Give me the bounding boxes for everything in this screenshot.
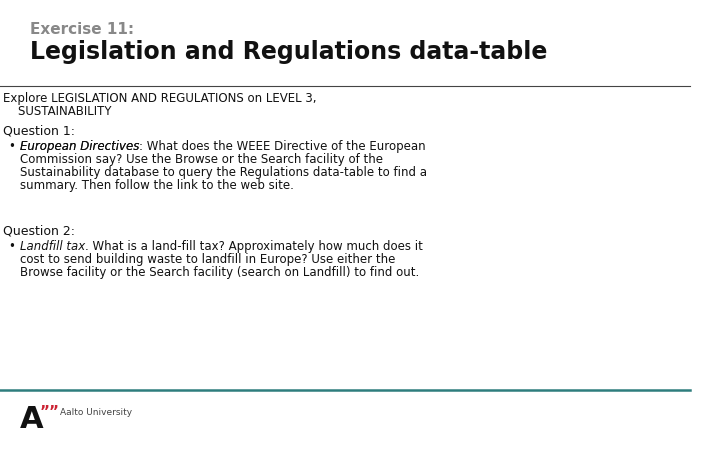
Text: Legislation and Regulations data-table: Legislation and Regulations data-table — [30, 40, 547, 64]
Text: A: A — [20, 405, 44, 434]
Text: •: • — [8, 140, 15, 153]
Text: Question 1:: Question 1: — [3, 124, 75, 137]
Text: •: • — [8, 240, 15, 253]
Text: European Directives: European Directives — [20, 140, 140, 153]
Text: SUSTAINABILITY: SUSTAINABILITY — [3, 105, 112, 118]
Text: . What is a land-fill tax? Approximately how much does it: . What is a land-fill tax? Approximately… — [85, 240, 423, 253]
Text: Browse facility or the Search facility (search on Landfill) to find out.: Browse facility or the Search facility (… — [20, 266, 419, 279]
Text: Sustainability database to query the Regulations data-table to find a: Sustainability database to query the Reg… — [20, 166, 427, 179]
Text: summary. Then follow the link to the web site.: summary. Then follow the link to the web… — [20, 179, 294, 192]
Text: Landfill tax: Landfill tax — [20, 240, 85, 253]
Text: Explore LEGISLATION AND REGULATIONS on LEVEL 3,: Explore LEGISLATION AND REGULATIONS on L… — [3, 92, 317, 105]
Text: ””: ”” — [40, 405, 60, 420]
Text: cost to send building waste to landfill in Europe? Use either the: cost to send building waste to landfill … — [20, 253, 395, 266]
Text: : What does the WEEE Directive of the European: : What does the WEEE Directive of the Eu… — [140, 140, 426, 153]
Text: Question 2:: Question 2: — [3, 224, 75, 237]
Text: Aalto University: Aalto University — [60, 408, 132, 417]
Text: Exercise 11:: Exercise 11: — [30, 22, 134, 37]
Text: European Directives: European Directives — [20, 140, 140, 153]
Text: Commission say? Use the Browse or the Search facility of the: Commission say? Use the Browse or the Se… — [20, 153, 383, 166]
